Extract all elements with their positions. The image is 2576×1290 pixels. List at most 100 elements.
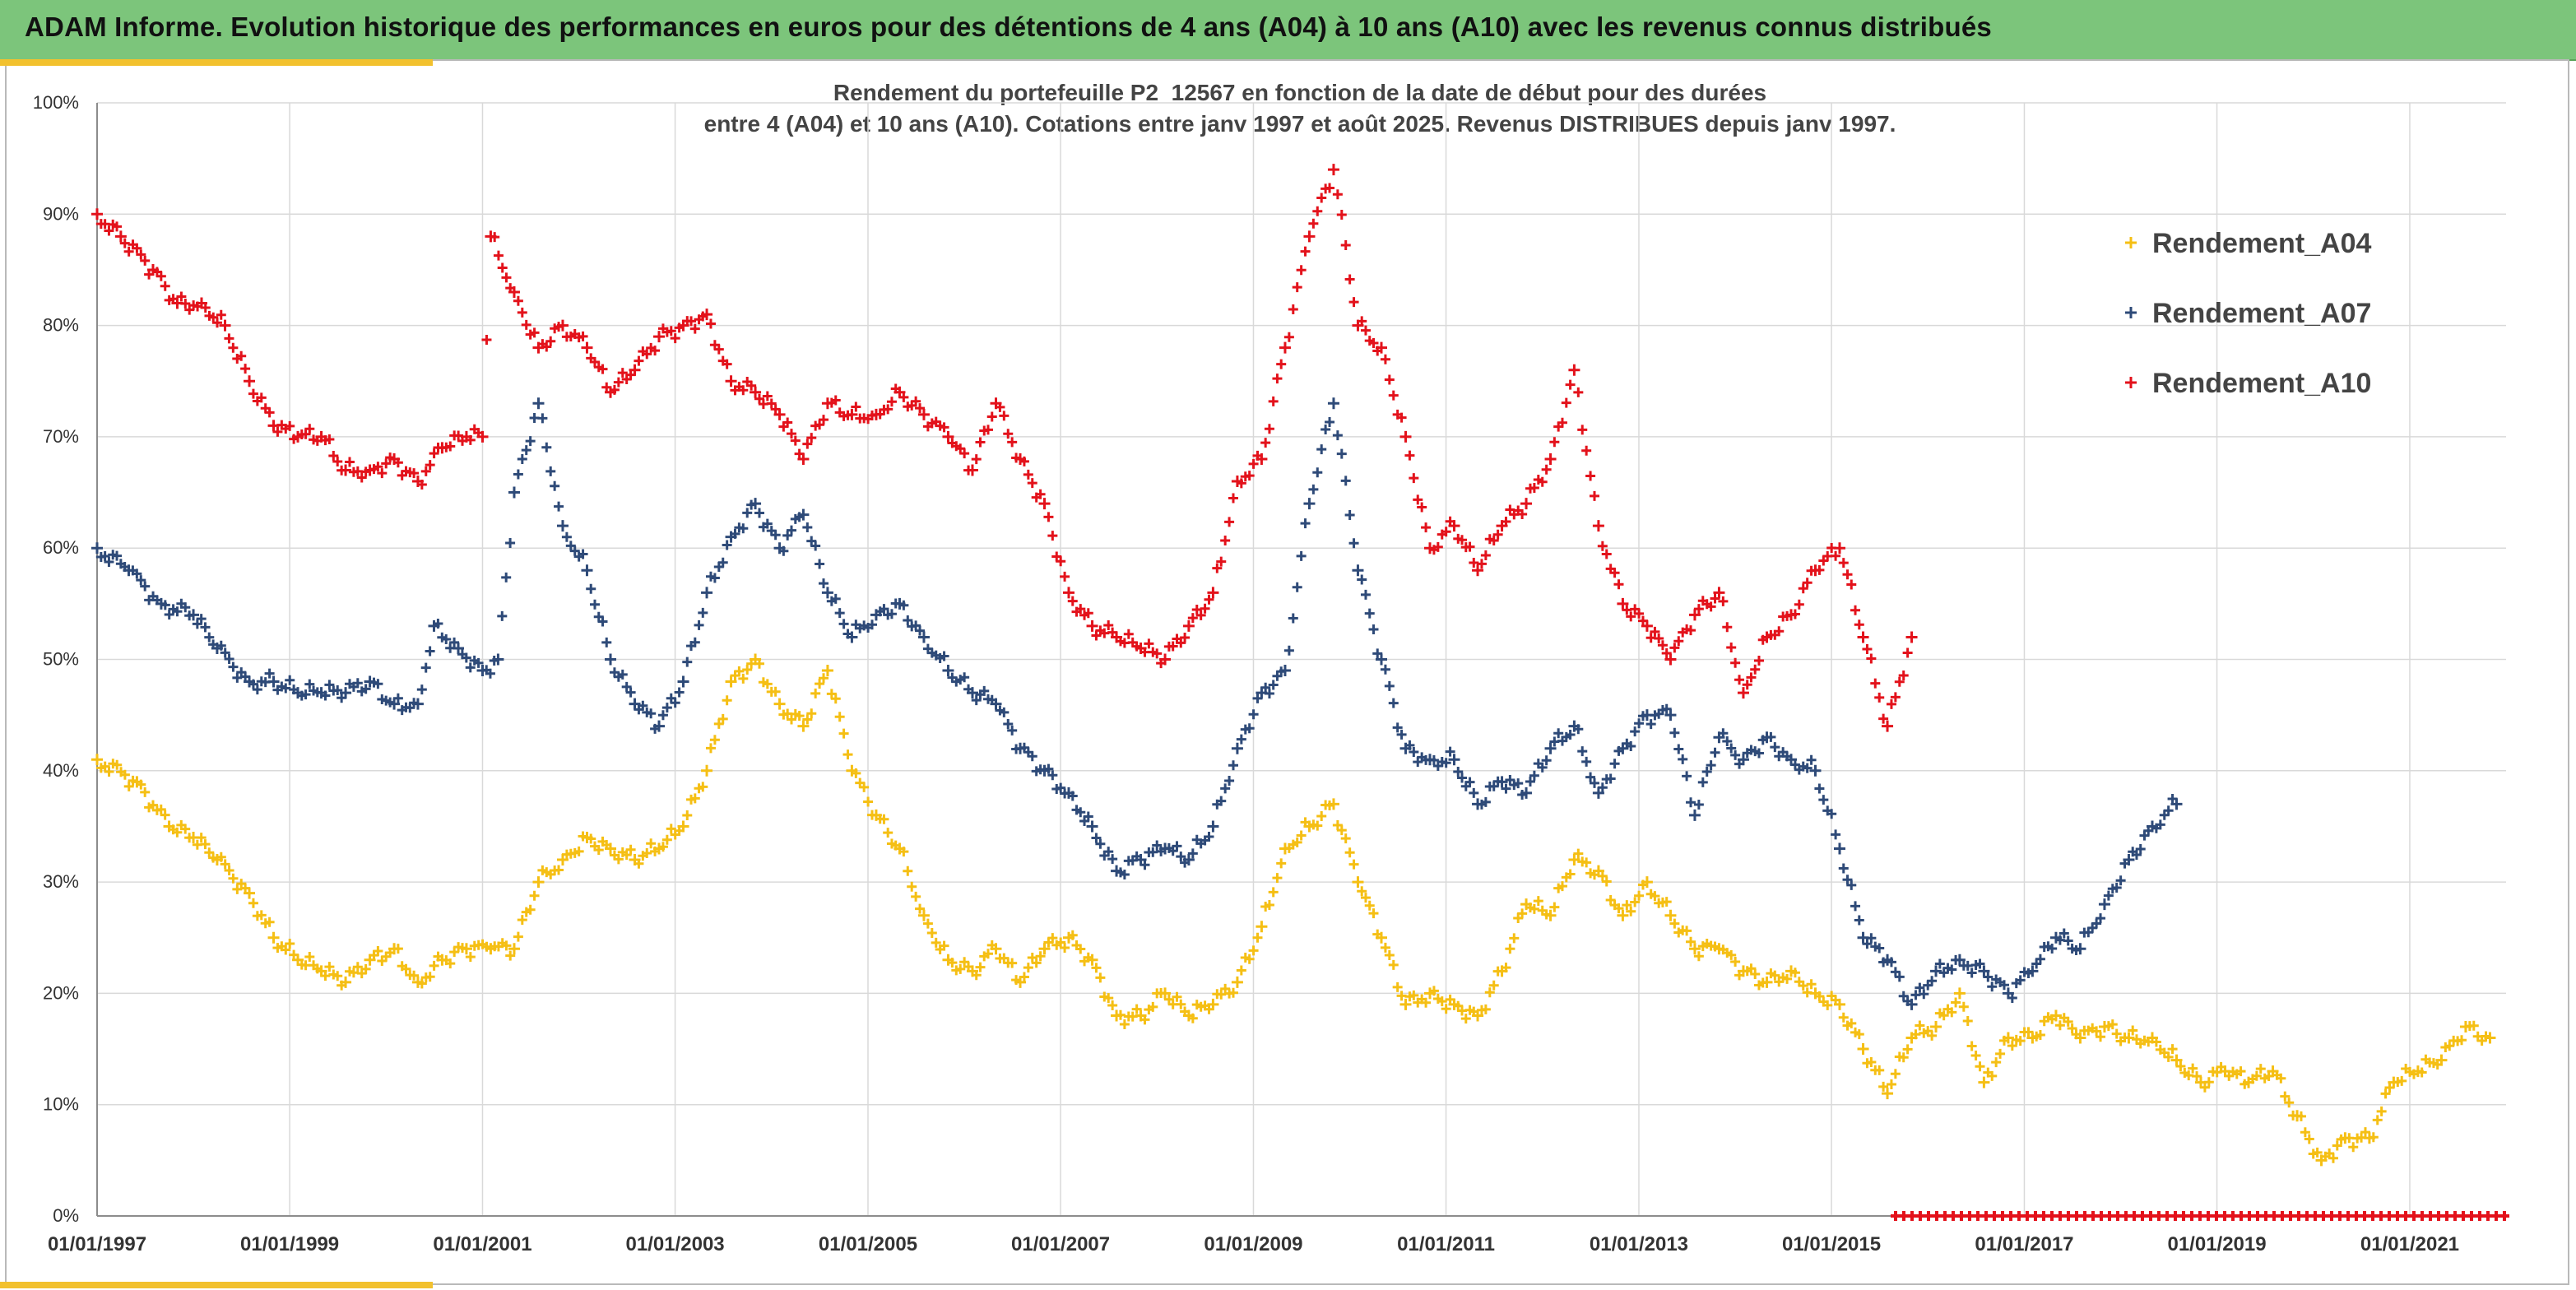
y-tick-label: 60%	[43, 537, 79, 558]
data-point	[701, 587, 713, 599]
data-point	[1501, 516, 1511, 527]
data-point	[1947, 1007, 1957, 1018]
data-point	[1822, 1000, 1833, 1010]
data-point	[2203, 1077, 2214, 1088]
data-point	[979, 685, 990, 696]
data-point	[725, 675, 737, 688]
data-point	[903, 865, 913, 876]
data-point	[646, 708, 657, 719]
data-point	[2235, 1066, 2246, 1077]
x-tick-label: 01/01/2009	[1204, 1233, 1302, 1255]
data-point	[738, 523, 749, 534]
data-point	[324, 962, 335, 972]
data-point	[1303, 230, 1316, 243]
data-point	[541, 442, 552, 452]
data-point	[1978, 965, 1990, 977]
data-point	[926, 927, 937, 938]
data-point	[1565, 869, 1576, 879]
data-point	[1476, 559, 1487, 569]
data-point	[1806, 979, 1817, 990]
data-point	[1533, 896, 1543, 907]
data-point	[556, 319, 569, 332]
data-point	[1842, 569, 1853, 580]
legend-label: Rendement_A04	[2152, 228, 2372, 259]
data-point	[983, 425, 993, 435]
data-point	[1802, 763, 1812, 773]
data-point	[2002, 1032, 2014, 1044]
data-point	[806, 433, 817, 443]
data-point	[1231, 976, 1243, 988]
data-point	[1541, 755, 1552, 766]
data-point	[2295, 1111, 2306, 1121]
data-point	[666, 326, 676, 336]
data-point	[990, 698, 1002, 710]
data-point	[123, 781, 134, 791]
data-point	[1978, 1076, 1990, 1088]
data-point	[1622, 900, 1632, 911]
data-point	[1650, 891, 1660, 902]
data-point	[216, 640, 226, 651]
data-point	[1396, 729, 1407, 740]
data-point	[1770, 742, 1780, 753]
data-point	[285, 420, 295, 431]
data-point	[465, 662, 476, 673]
data-point	[1283, 332, 1294, 342]
data-point	[104, 767, 114, 777]
data-point	[1428, 755, 1439, 766]
data-point	[762, 518, 773, 529]
data-point	[1592, 787, 1604, 799]
data-point	[971, 970, 982, 981]
data-point	[867, 619, 878, 630]
data-point	[2111, 1028, 2122, 1039]
data-point	[617, 669, 628, 680]
data-point	[1292, 282, 1302, 293]
data-point	[224, 333, 234, 344]
chart-frame	[5, 59, 2569, 1285]
data-point	[2111, 883, 2122, 893]
data-point	[1327, 164, 1339, 176]
data-point	[1517, 908, 1528, 919]
data-point	[1915, 1020, 1925, 1031]
data-point	[1272, 873, 1283, 884]
data-point	[300, 429, 311, 439]
data-point	[1669, 918, 1680, 929]
points-layer	[91, 164, 2509, 1221]
data-point	[429, 448, 439, 459]
data-point	[1409, 473, 1419, 484]
data-point	[830, 593, 841, 604]
data-point	[1139, 1014, 1150, 1025]
data-point	[593, 845, 604, 856]
data-point	[581, 341, 593, 354]
data-point	[264, 668, 275, 679]
data-point	[1056, 782, 1066, 793]
data-point	[517, 454, 527, 465]
data-point	[1682, 926, 1692, 936]
data-point	[859, 782, 870, 792]
x-tick-label: 01/01/2021	[2360, 1233, 2459, 1255]
data-point	[1966, 968, 1977, 978]
data-point	[1995, 1048, 2006, 1059]
data-point	[1726, 743, 1737, 754]
data-point	[605, 653, 617, 666]
data-point	[1898, 1052, 1909, 1063]
data-point	[1327, 397, 1339, 410]
data-point	[473, 657, 484, 668]
data-point	[216, 851, 226, 862]
data-point	[1693, 604, 1704, 615]
data-point	[1388, 959, 1399, 970]
data-point	[1316, 193, 1327, 203]
data-point	[1441, 527, 1451, 537]
data-point	[100, 550, 110, 561]
data-point	[1396, 412, 1407, 423]
data-point	[797, 452, 810, 465]
data-point	[2280, 1091, 2291, 1102]
data-point	[942, 665, 954, 677]
data-point	[532, 876, 545, 889]
data-point	[537, 413, 548, 424]
data-point	[1067, 791, 1078, 801]
y-tick-label: 50%	[43, 649, 79, 670]
data-point	[815, 420, 825, 430]
data-point	[778, 545, 789, 556]
data-point	[1075, 944, 1086, 954]
